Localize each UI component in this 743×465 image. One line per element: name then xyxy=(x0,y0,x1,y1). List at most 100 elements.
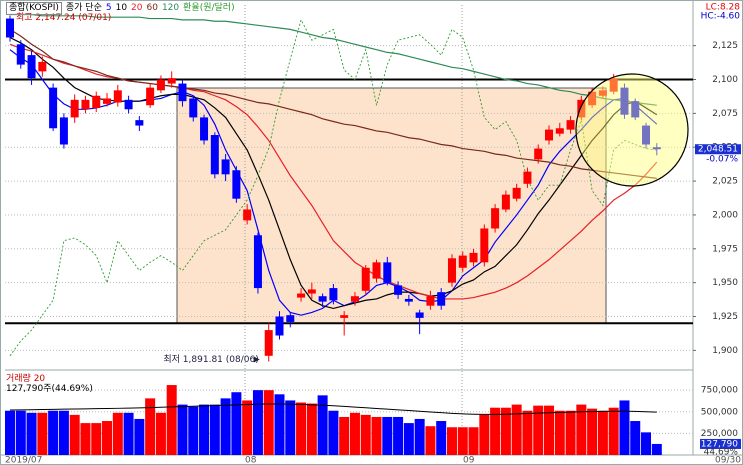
volume-bar xyxy=(274,394,285,455)
volume-bar xyxy=(630,421,641,455)
volume-bar xyxy=(5,410,15,455)
volume-bar xyxy=(587,408,598,455)
y-tick-label: 1,900 xyxy=(712,346,738,356)
volume-bar xyxy=(468,427,479,455)
ma-line xyxy=(9,18,657,357)
y-tick-label: 2,075 xyxy=(712,109,738,119)
candle-body xyxy=(232,170,241,199)
hc-label: HC:-4.60 xyxy=(701,12,741,22)
volume-bar xyxy=(511,404,522,455)
volume-ratio: 44.69% xyxy=(704,447,739,457)
candle-body xyxy=(598,90,607,96)
candle-body xyxy=(555,128,564,134)
volume-bar xyxy=(296,402,307,455)
candle-body xyxy=(253,235,262,289)
last-volume: 127,790 xyxy=(701,439,738,449)
volume-bar xyxy=(446,427,457,455)
candle-body xyxy=(49,87,58,129)
volume-bar xyxy=(382,416,393,455)
candle-body xyxy=(92,95,101,108)
legend: 종합(KOSPI) 종가 단순 5 10 20 60 120 환율(원/달러) xyxy=(6,2,235,15)
volume-bar xyxy=(371,416,382,455)
volume-bar xyxy=(26,412,37,455)
volume-bar xyxy=(199,404,210,455)
candle-body xyxy=(415,312,424,318)
volume-bar xyxy=(554,410,565,455)
candle-body xyxy=(350,296,359,302)
legend-entry: 10 xyxy=(115,3,128,13)
volume-legend: 거래량 20 127,790주(44.69%) xyxy=(6,374,93,394)
candle-body xyxy=(297,293,306,298)
y-tick-label: 2,100 xyxy=(712,75,738,85)
candle-body xyxy=(286,315,295,322)
candle-body xyxy=(103,98,112,104)
candle-body xyxy=(275,316,284,336)
volume-bar xyxy=(576,404,587,455)
y-tick-label: 250,000 xyxy=(701,429,738,439)
volume-bar xyxy=(91,423,102,455)
volume-bar xyxy=(80,423,91,455)
highlight-circle xyxy=(575,73,689,187)
candle-body xyxy=(59,117,68,145)
legend-entry: 120 xyxy=(161,3,180,13)
volume-bar xyxy=(177,404,188,455)
x-tick-label: 2019/07 xyxy=(5,456,42,465)
x-tick-label: 09/30 xyxy=(715,456,741,465)
high-note: 최고 2,147.24 (07/01) xyxy=(16,12,111,23)
volume-bar xyxy=(339,416,350,455)
candle-body xyxy=(652,147,661,150)
candle-body xyxy=(307,289,316,294)
candle-body xyxy=(27,55,36,79)
volume-note: 127,790주(44.69%) xyxy=(6,384,93,394)
volume-bar xyxy=(102,421,113,455)
legend-entry: 20 xyxy=(131,3,143,13)
candle-body xyxy=(135,120,144,126)
candle-body xyxy=(329,288,338,301)
y-tick-label: 2,000 xyxy=(712,210,738,220)
y-tick-label: 1,975 xyxy=(712,244,738,254)
candle-body xyxy=(361,267,370,291)
candle-body xyxy=(642,125,651,145)
volume-bar xyxy=(58,410,69,455)
candle-body xyxy=(156,79,165,91)
x-tick-label: 09 xyxy=(463,456,475,465)
volume-bar xyxy=(220,398,231,455)
volume-bar xyxy=(425,426,436,455)
candle-body xyxy=(480,228,489,263)
volume-bar xyxy=(414,418,425,455)
candle-body xyxy=(545,129,553,141)
volume-bar xyxy=(651,443,662,455)
volume-bar xyxy=(457,427,468,455)
volume-bar xyxy=(48,410,59,455)
candle-body xyxy=(6,18,14,38)
x-tick-label: 08 xyxy=(245,456,257,465)
candle-body xyxy=(469,252,478,263)
volume-ma-line xyxy=(9,403,657,415)
volume-bar xyxy=(242,400,253,455)
ma-label: 종가 단순 xyxy=(65,3,102,13)
candle-body xyxy=(404,298,413,302)
volume-bar xyxy=(500,407,511,455)
volume-bar xyxy=(188,406,199,455)
volume-bar xyxy=(533,405,544,455)
legend-entry: 60 xyxy=(146,3,158,13)
volume-bar xyxy=(619,400,630,455)
lc-label: LC:8.28 xyxy=(706,3,741,13)
candle-body xyxy=(167,78,176,84)
volume-bar xyxy=(285,400,296,455)
y-tick-label: 2,025 xyxy=(712,177,738,187)
volume-bar xyxy=(479,414,490,455)
candle-body xyxy=(437,292,446,306)
candle-body xyxy=(501,194,510,210)
volume-box xyxy=(700,438,741,449)
range-box xyxy=(176,87,607,324)
ma-line xyxy=(9,28,657,179)
y-tick-label: 750,000 xyxy=(701,386,738,396)
candle-body xyxy=(113,90,122,103)
legend-entry: 5 xyxy=(105,3,112,13)
candle-body xyxy=(631,101,640,118)
volume-bar xyxy=(69,414,80,455)
candle-body xyxy=(189,98,198,118)
